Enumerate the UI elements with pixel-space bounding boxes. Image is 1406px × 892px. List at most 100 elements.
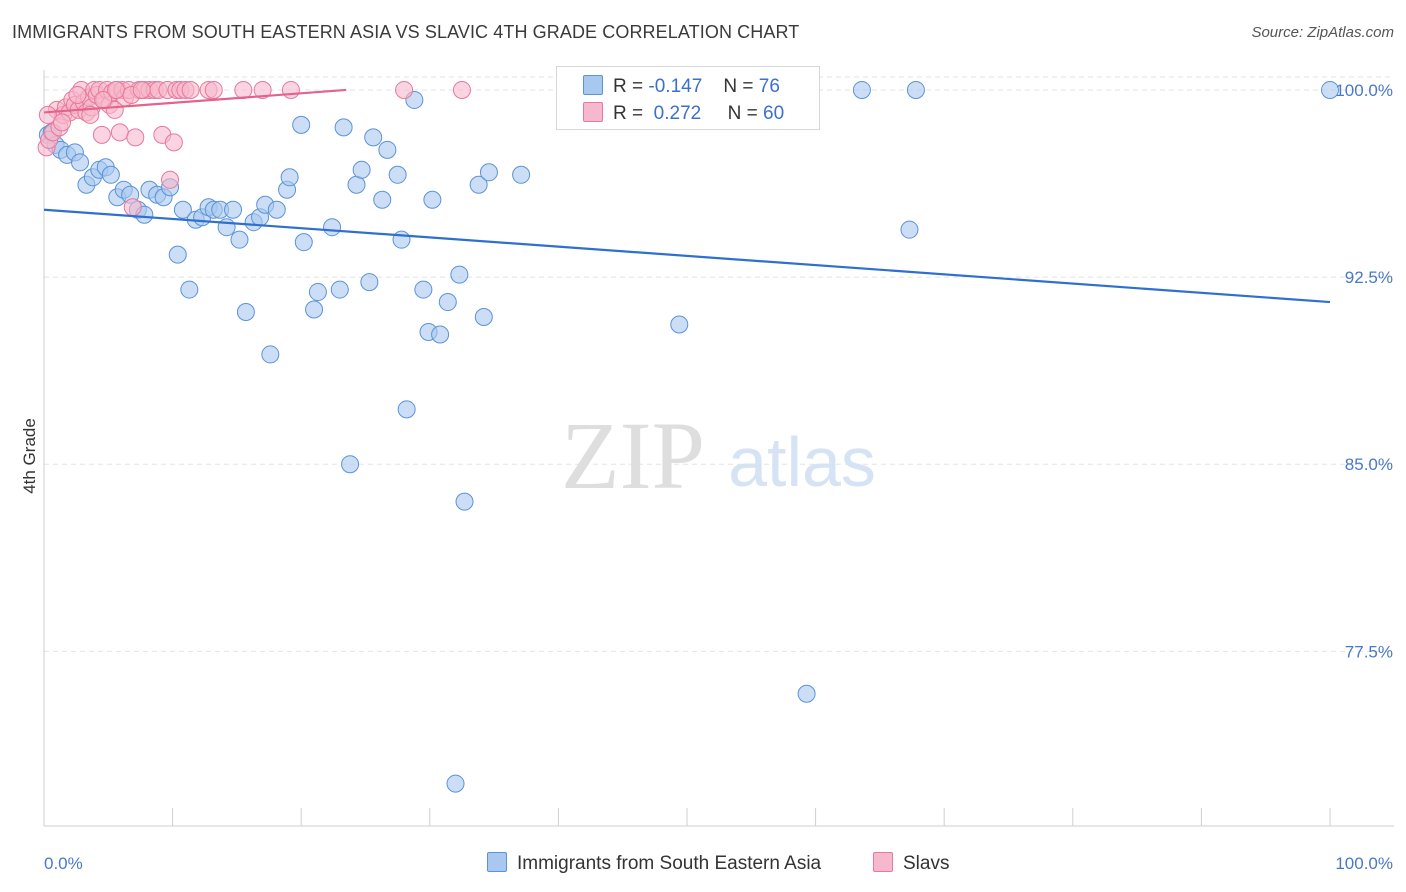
data-point (852, 80, 871, 99)
data-point (474, 308, 493, 327)
data-point (378, 140, 397, 159)
data-point (234, 80, 253, 99)
data-point (168, 245, 187, 264)
legend-row-immigrants: R = -0.147 N = 76 (583, 75, 780, 99)
data-point (181, 80, 200, 99)
legend-n-label: N = (723, 76, 754, 97)
grid-lines (44, 76, 1394, 652)
legend-swatch-pink (583, 102, 603, 122)
data-point (217, 218, 236, 237)
data-point (294, 233, 313, 252)
data-point (161, 170, 180, 189)
y-tick-labels: 77.5% 85.0% 92.5% 100.0% (1335, 81, 1393, 661)
data-point (101, 165, 120, 184)
data-point (395, 80, 414, 99)
data-point (53, 113, 72, 132)
bottom-legend-swatch-pink (873, 852, 893, 872)
data-point (253, 80, 272, 99)
trend-line (43, 208, 1331, 304)
data-point (224, 200, 243, 219)
data-point (68, 85, 87, 104)
data-point (81, 105, 100, 124)
legend-r-label: R = (613, 103, 644, 124)
data-point (906, 80, 925, 99)
data-point (330, 280, 349, 299)
trend-line (43, 88, 347, 114)
data-point (204, 80, 223, 99)
data-point (670, 315, 689, 334)
data-point (107, 80, 126, 99)
data-point (236, 303, 255, 322)
data-point (308, 283, 327, 302)
source-label: Source: ZipAtlas.com (1251, 24, 1394, 41)
data-point (452, 80, 471, 99)
legend-r-value: 0.272 (653, 103, 702, 124)
y-axis-title: 4th Grade (20, 418, 39, 494)
data-point (292, 115, 311, 134)
data-point (230, 230, 249, 249)
data-point (397, 400, 416, 419)
data-point (110, 123, 129, 142)
data-point (105, 100, 124, 119)
data-point (455, 492, 474, 511)
watermark-atlas: atlas (728, 423, 876, 501)
data-point (323, 218, 342, 237)
legend-n-label: N = (727, 103, 758, 124)
data-point (126, 128, 145, 147)
legend: R = -0.147 N = 76 R = 0.272 N = 60 (556, 66, 820, 130)
legend-row-slavs: R = 0.272 N = 60 (583, 102, 784, 126)
data-point (360, 273, 379, 292)
data-point (438, 293, 457, 312)
data-point (364, 128, 383, 147)
data-point (450, 265, 469, 284)
data-point (479, 163, 498, 182)
data-point (305, 300, 324, 319)
y-tick-label: 77.5% (1345, 642, 1393, 661)
data-point (797, 684, 816, 703)
data-point (423, 190, 442, 209)
axes (43, 70, 1394, 827)
bottom-legend-slavs: Slavs (873, 852, 949, 875)
data-point (173, 200, 192, 219)
data-point (446, 774, 465, 793)
data-point (414, 280, 433, 299)
chart-title: IMMIGRANTS FROM SOUTH EASTERN ASIA VS SL… (12, 22, 800, 42)
data-point (267, 200, 286, 219)
data-point (164, 133, 183, 152)
data-point (281, 80, 300, 99)
trend-lines (43, 88, 1331, 304)
data-point (71, 153, 90, 172)
bottom-legend-label: Slavs (903, 853, 950, 874)
data-point (388, 165, 407, 184)
data-point (392, 230, 411, 249)
legend-r-label: R = (613, 76, 644, 97)
bottom-legend-swatch-blue (487, 852, 507, 872)
data-point (334, 118, 353, 137)
data-point (900, 220, 919, 239)
data-point (341, 455, 360, 474)
data-point (352, 160, 371, 179)
legend-swatch-blue (583, 75, 603, 95)
data-point (123, 198, 142, 217)
x-tick-label-max: 100.0% (1335, 854, 1393, 873)
data-point (180, 280, 199, 299)
data-point (92, 125, 111, 144)
y-tick-label: 85.0% (1345, 455, 1393, 474)
legend-r-value: -0.147 (648, 76, 703, 97)
watermark-zip: ZIP (561, 402, 705, 509)
data-point (132, 80, 151, 99)
data-point (512, 165, 531, 184)
legend-n-value: 60 (763, 103, 785, 124)
bottom-legend-immigrants: Immigrants from South Eastern Asia (487, 852, 821, 875)
legend-n-value: 76 (758, 76, 780, 97)
data-point (373, 190, 392, 209)
data-point (1321, 80, 1339, 99)
data-point (431, 325, 450, 344)
x-tick-label-min: 0.0% (44, 854, 83, 873)
data-point (469, 175, 488, 194)
data-point (347, 175, 366, 194)
data-point (38, 105, 57, 124)
y-tick-label: 100.0% (1335, 81, 1393, 100)
data-point (261, 345, 280, 364)
